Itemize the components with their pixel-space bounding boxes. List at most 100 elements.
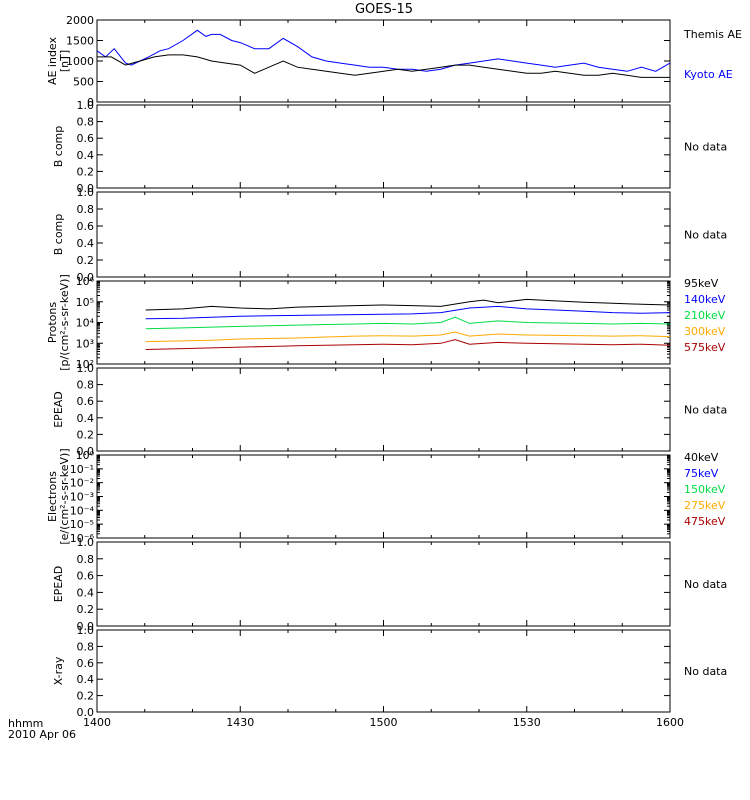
y-tick-label: 0.6 (77, 220, 95, 233)
panel-frame (96, 191, 671, 278)
y-tick-label: 0.8 (77, 553, 95, 566)
y-tick-label: 10⁻¹ (70, 463, 94, 476)
y-axis-title: Electrons (46, 471, 59, 522)
y-tick-label: 0.0 (77, 706, 95, 719)
panel-1: 0.0 0.2 0.4 0.6 0.8 1.0 B comp No data (52, 99, 727, 195)
panel-frame (96, 541, 671, 627)
y-tick-label: 10² (76, 358, 94, 371)
y-tick-label: 10⁻⁵ (70, 518, 94, 531)
y-axis-title: B comp (52, 126, 65, 168)
time-axis: 1400 1430 1500 1530 1600 (83, 716, 684, 729)
y-tick-label: 1.0 (77, 624, 95, 637)
y-tick-label: 0.4 (77, 673, 95, 686)
panel-frame (96, 629, 671, 713)
time-tick-label: 1600 (656, 716, 684, 729)
y-tick-label: 0.6 (77, 657, 95, 670)
y-tick-label: 0 (87, 96, 94, 109)
y-axis-title: EPEAD (52, 391, 65, 428)
series-line (96, 29, 671, 72)
time-tick-label: 1430 (226, 716, 254, 729)
y-tick-label: 10⁻⁴ (70, 504, 95, 517)
y-tick-label: 10⁵ (76, 296, 94, 309)
y-tick-label: 0.8 (77, 379, 95, 392)
series-line (145, 298, 671, 311)
y-tick-label: 0.8 (77, 203, 95, 216)
legend-entry: 575keV (684, 341, 726, 354)
y-tick-label: 10⁻² (70, 477, 94, 490)
y-axis-title: [e/(cm²-s-sr-keV)] (58, 448, 71, 544)
y-axis-title: AE index (46, 36, 59, 85)
y-tick-label: 1.0 (77, 99, 95, 112)
y-tick-label: 0.4 (77, 149, 95, 162)
series-line (145, 331, 671, 343)
no-data-label: No data (684, 404, 727, 417)
y-tick-label: 10⁶ (76, 275, 95, 288)
series-line (97, 54, 670, 78)
y-tick-label: 0.0 (77, 445, 95, 458)
time-tick-label: 1530 (513, 716, 541, 729)
y-tick-label: 1.0 (77, 362, 95, 375)
y-tick-label: 1.0 (77, 186, 95, 199)
y-axis-title: Protons (46, 302, 59, 343)
y-tick-label: 0.4 (77, 412, 95, 425)
panel-7: 0.0 0.2 0.4 0.6 0.8 1.0 X-ray No data (52, 624, 727, 719)
legend-entry: Kyoto AE (684, 68, 733, 81)
series-line (145, 305, 671, 320)
panel-frame (96, 104, 671, 189)
y-tick-label: 1000 (66, 55, 94, 68)
series-line (145, 316, 671, 330)
panels: 0 500 1000 1500 2000 AE index [nT] Themis AE Kyo… (46, 14, 742, 719)
panel-0: 0 500 1000 1500 2000 AE index [nT] Themis AE Kyo… (46, 14, 742, 109)
y-axis-title: B comp (52, 214, 65, 256)
panel-frame (96, 454, 671, 539)
y-tick-label: 0.6 (77, 570, 95, 583)
legend-entry: 95keV (684, 277, 719, 290)
y-tick-label: 0.2 (77, 428, 95, 441)
y-tick-label: 0.2 (77, 690, 95, 703)
y-tick-label: 0.2 (77, 165, 95, 178)
legend-entry: Themis AE (683, 28, 742, 41)
panel-6: 0.0 0.2 0.4 0.6 0.8 1.0 EPEAD No data (52, 536, 727, 633)
y-tick-label: 0.4 (77, 237, 95, 250)
y-tick-label: 2000 (66, 14, 94, 27)
y-tick-label: 0.0 (77, 271, 95, 284)
y-tick-label: 10⁻³ (70, 491, 94, 504)
y-tick-label: 0.8 (77, 640, 95, 653)
y-tick-label: 1.0 (77, 536, 95, 549)
time-axis-label: hhmm (8, 717, 43, 730)
legend-entry: 275keV (684, 499, 726, 512)
y-tick-label: 0.0 (77, 620, 95, 633)
legend-entry: 210keV (684, 309, 726, 322)
y-axis-title: X-ray (52, 656, 65, 685)
y-tick-label: 0.8 (77, 116, 95, 129)
y-tick-label: 0.0 (77, 182, 95, 195)
no-data-label: No data (684, 141, 727, 154)
date-label: 2010 Apr 06 (8, 728, 76, 741)
legend-entry: 140keV (684, 293, 726, 306)
legend-entry: 300keV (684, 325, 726, 338)
legend-entry: 75keV (684, 467, 719, 480)
time-tick-label: 1400 (83, 716, 111, 729)
panel-frame (96, 19, 671, 103)
legend-entry: 150keV (684, 483, 726, 496)
y-tick-label: 500 (73, 76, 94, 89)
y-tick-label: 1500 (66, 35, 94, 48)
y-tick-label: 0.4 (77, 586, 95, 599)
y-tick-label: 0.6 (77, 395, 95, 408)
series-line (145, 339, 671, 350)
panel-frame (96, 367, 671, 452)
time-tick-label: 1500 (370, 716, 398, 729)
panel-3: 10² 10³ 10⁴ 10⁵ 10⁶ Protons [p/(cm²-s-sr-keV)]… (46, 274, 726, 371)
no-data-label: No data (684, 578, 727, 591)
y-tick-label: 10³ (76, 337, 94, 350)
y-tick-label: 10⁰ (76, 449, 95, 462)
y-axis-title: [p/(cm²-s-sr-keV)] (58, 274, 71, 371)
figure-title: GOES-15 (355, 2, 413, 17)
legend-entry: 475keV (684, 515, 726, 528)
y-tick-label: 0.2 (77, 254, 95, 267)
y-tick-label: 10⁴ (76, 317, 95, 330)
panel-2: 0.0 0.2 0.4 0.6 0.8 1.0 B comp No data (52, 186, 727, 284)
legend-entry: 40keV (684, 451, 719, 464)
